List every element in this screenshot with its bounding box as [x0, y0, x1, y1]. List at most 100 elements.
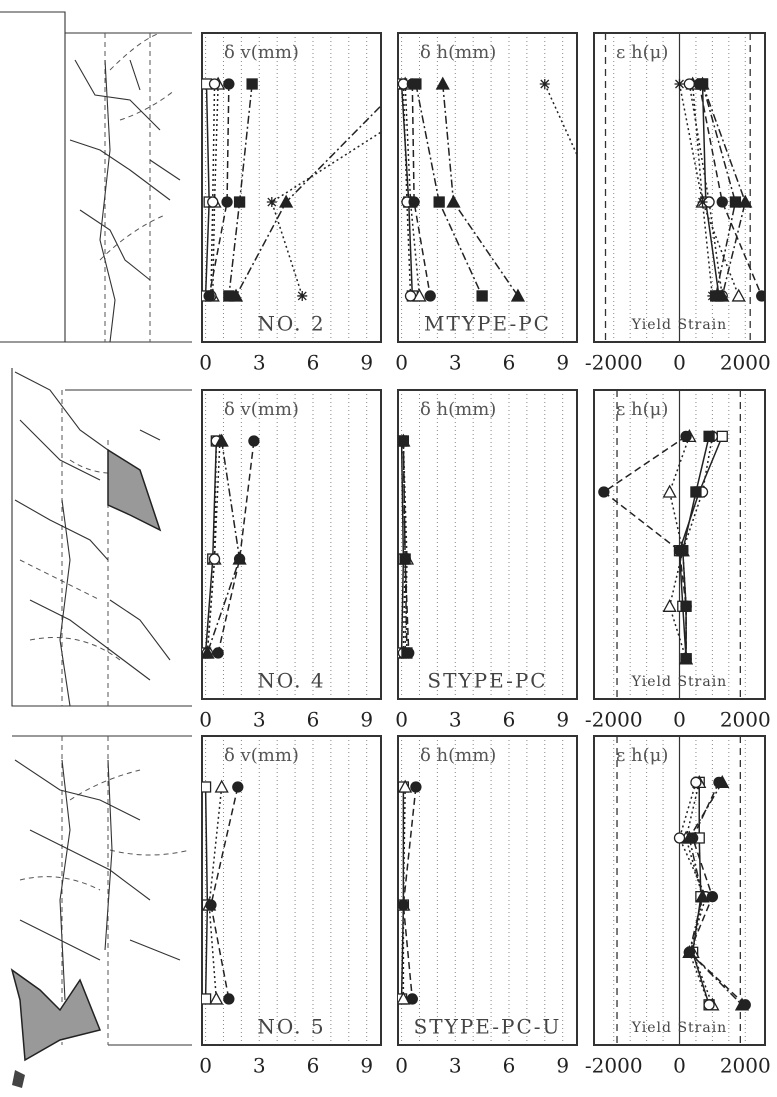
- marker: [206, 900, 216, 910]
- annotation: NO. 2: [257, 312, 325, 336]
- marker: [224, 79, 234, 89]
- x-tick-label: 6: [307, 351, 320, 375]
- marker: [235, 197, 245, 207]
- marker: [704, 431, 714, 441]
- series-line: [209, 787, 222, 999]
- chart: -200002000ε h(μ)Yield Strain: [585, 390, 771, 732]
- marker: [675, 833, 685, 843]
- marker: [210, 554, 220, 564]
- marker: [740, 1000, 750, 1010]
- x-tick-label: 0: [199, 1054, 212, 1078]
- marker: [739, 196, 751, 207]
- marker: [208, 197, 218, 207]
- marker: [398, 436, 408, 446]
- annotation: Yield Strain: [631, 1020, 727, 1036]
- series-line: [229, 84, 252, 296]
- x-tick-label: 2000: [720, 708, 771, 732]
- x-tick-label: -2000: [585, 1054, 643, 1078]
- marker: [684, 947, 694, 957]
- marker: [698, 197, 708, 207]
- marker: [402, 648, 412, 658]
- x-tick-label: 0: [199, 708, 212, 732]
- marker: [704, 1000, 714, 1010]
- chart-title: ε h(μ): [616, 745, 668, 766]
- marker: [451, 79, 461, 89]
- series-group: [675, 776, 751, 1009]
- marker: [210, 79, 220, 89]
- x-tick-label: 9: [556, 708, 569, 732]
- marker: [730, 197, 740, 207]
- chart-title: δ h(mm): [420, 42, 496, 63]
- crack-sketch: [12, 736, 192, 1088]
- series-line: [693, 84, 739, 296]
- series-line: [211, 787, 238, 999]
- series-line: [545, 84, 599, 202]
- x-tick-label: 6: [503, 1054, 516, 1078]
- series-group: [201, 435, 259, 658]
- chart-title: δ v(mm): [224, 42, 299, 63]
- marker: [216, 781, 228, 792]
- marker: [411, 79, 421, 89]
- chart-title: δ v(mm): [224, 399, 299, 420]
- marker: [447, 196, 459, 207]
- marker: [707, 291, 717, 301]
- crack-sketch: [0, 12, 192, 342]
- marker: [684, 79, 694, 89]
- series-line: [699, 84, 761, 296]
- marker: [409, 197, 419, 207]
- x-tick-label: 0: [395, 708, 408, 732]
- x-tick-label: 6: [307, 708, 320, 732]
- marker: [213, 648, 223, 658]
- x-tick-label: 9: [360, 351, 373, 375]
- x-tick-label: 3: [253, 708, 266, 732]
- marker: [297, 291, 307, 301]
- annotation: STYPE-PC: [427, 669, 547, 693]
- x-tick-label: 9: [556, 1054, 569, 1078]
- x-tick-label: 2000: [720, 351, 771, 375]
- marker: [249, 436, 259, 446]
- chart-title: ε h(μ): [616, 399, 668, 420]
- x-tick-label: -2000: [585, 351, 643, 375]
- marker: [681, 654, 691, 664]
- marker: [201, 994, 211, 1004]
- x-tick-label: 6: [503, 708, 516, 732]
- x-tick-label: 0: [673, 708, 686, 732]
- marker: [540, 79, 550, 89]
- series-group: [397, 781, 421, 1004]
- series-group: [201, 781, 243, 1004]
- marker: [247, 79, 257, 89]
- x-tick-label: 0: [395, 351, 408, 375]
- series-line: [604, 436, 686, 658]
- chart: 0369δ v(mm)NO. 4: [199, 390, 381, 732]
- x-tick-label: 0: [673, 1054, 686, 1078]
- marker: [681, 431, 691, 441]
- chart: -200002000ε h(μ)Yield Strain: [585, 33, 771, 375]
- crack-sketch: [12, 368, 192, 706]
- marker: [691, 487, 701, 497]
- marker: [224, 994, 234, 1004]
- series-group: [675, 78, 767, 301]
- x-tick-label: 6: [307, 1054, 320, 1078]
- x-tick-label: 3: [449, 708, 462, 732]
- marker: [398, 900, 408, 910]
- series-line: [443, 84, 518, 296]
- chart-title: δ h(mm): [420, 399, 496, 420]
- marker: [437, 78, 449, 89]
- marker: [675, 79, 685, 89]
- marker: [691, 777, 701, 787]
- marker: [678, 546, 688, 556]
- marker: [407, 994, 417, 1004]
- chart: 0 3 6 9 δ h(mm) STYPE-PC: [395, 390, 577, 732]
- marker: [717, 431, 727, 441]
- x-tick-label: 9: [556, 351, 569, 375]
- marker: [222, 197, 232, 207]
- annotation: MTYPE-PC: [424, 312, 551, 336]
- marker: [425, 291, 435, 301]
- series-line: [272, 84, 456, 296]
- marker: [599, 487, 609, 497]
- chart-title: ε h(μ): [616, 42, 668, 63]
- x-tick-label: 9: [360, 708, 373, 732]
